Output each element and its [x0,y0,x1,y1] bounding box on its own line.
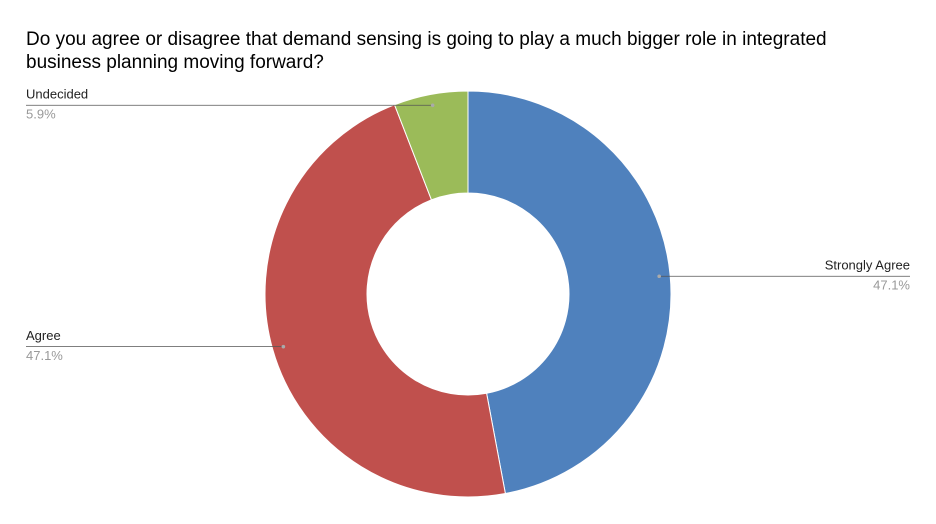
leader-dot [657,274,661,279]
slice-value-label: 5.9% [26,107,56,122]
leader-dot [281,344,286,349]
slice-value-label: 47.1% [26,348,63,363]
slice-value-label: 47.1% [873,278,910,293]
leader-dot [430,103,435,108]
slice [467,90,672,495]
slice-label: Agree [26,328,61,343]
slice-label: Strongly Agree [825,258,910,273]
slice-label: Undecided [26,87,88,102]
chart-title: Do you agree or disagree that demand sen… [26,29,827,73]
slice [264,104,506,498]
slice [393,90,469,201]
